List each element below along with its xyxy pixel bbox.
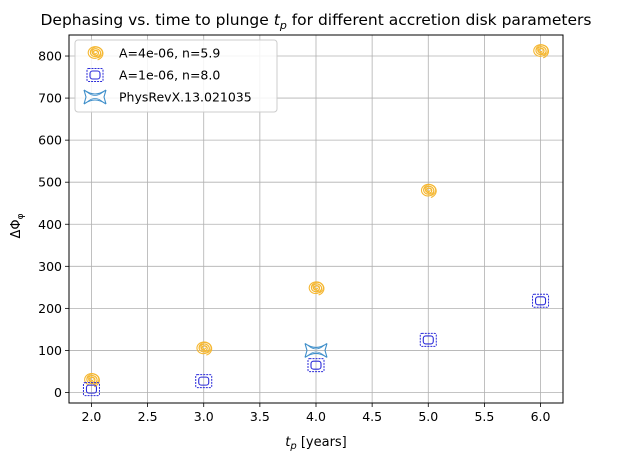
y-tick-label: 300: [38, 259, 62, 274]
y-tick-label: 200: [38, 301, 62, 316]
y-tick-label: 0: [54, 385, 62, 400]
data-point-spiral: [308, 281, 325, 296]
legend: A=4e-06, n=5.9 A=1e-06, n=8.0 PhysRevX.13.…: [74, 39, 278, 113]
x-tick-label: 6.0: [531, 409, 551, 424]
y-axis: 0 100 200 300 400 500 600 700 800: [38, 49, 69, 400]
x-tick-label: 4.5: [362, 409, 382, 424]
data-point-square: [82, 382, 100, 397]
y-tick-label: 600: [38, 133, 62, 148]
data-point-spiral: [533, 44, 550, 59]
x-tick-label: 4.0: [306, 409, 326, 424]
y-tick-label: 800: [38, 49, 62, 64]
legend-box: [74, 39, 278, 113]
x-tick-label: 5.0: [418, 409, 438, 424]
legend-label: PhysRevX.13.021035: [119, 90, 252, 105]
x-tick-label: 3.5: [250, 409, 270, 424]
y-axis-label: ΔΦφ: [9, 213, 26, 238]
y-tick-label: 100: [38, 343, 62, 358]
data-point-square: [195, 374, 213, 389]
y-tick-label: 700: [38, 91, 62, 106]
x-tick-label: 2.0: [82, 409, 102, 424]
data-points: [82, 44, 550, 397]
data-point-spiral: [196, 341, 213, 356]
y-tick-label: 500: [38, 175, 62, 190]
grid-lines: [69, 35, 563, 403]
data-point-spiral: [420, 183, 437, 198]
x-tick-label: 2.5: [138, 409, 158, 424]
legend-label: A=1e-06, n=8.0: [119, 68, 220, 83]
data-point-bowtie: [304, 342, 328, 358]
data-point-square: [419, 332, 437, 347]
x-axis: 2.0 2.5 3.0 3.5 4.0 4.5 5.0 5.5 6.0: [82, 403, 551, 424]
legend-marker-square: [86, 68, 104, 82]
x-tick-label: 3.0: [194, 409, 214, 424]
x-tick-label: 5.5: [474, 409, 494, 424]
data-point-spiral: [84, 373, 100, 388]
y-tick-label: 400: [38, 217, 62, 232]
x-axis-label: tp [years]: [285, 435, 347, 452]
legend-marker-spiral: [87, 46, 104, 61]
legend-label: A=4e-06, n=5.9: [119, 46, 220, 61]
data-point-square: [532, 293, 550, 308]
chart-title: Dephasing vs. time to plunge tp for diff…: [41, 11, 592, 32]
data-point-square: [307, 358, 325, 373]
legend-marker-bowtie: [83, 89, 107, 105]
